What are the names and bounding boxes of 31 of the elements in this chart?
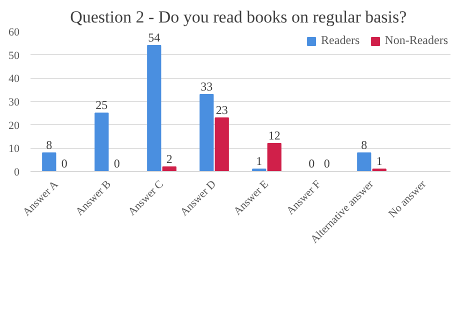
data-label: 0 — [324, 156, 330, 170]
data-label: 12 — [268, 128, 280, 142]
data-label: 54 — [148, 30, 160, 44]
y-tick-label: 10 — [8, 143, 20, 156]
data-label: 1 — [376, 154, 382, 168]
data-label: 23 — [216, 102, 228, 117]
data-label: 8 — [361, 138, 368, 152]
bar — [42, 152, 56, 172]
data-label: 25 — [96, 98, 108, 112]
bar — [147, 45, 162, 172]
y-tick-label: 20 — [8, 120, 20, 132]
data-label: 2 — [166, 152, 172, 166]
legend-label: Readers — [321, 33, 360, 48]
bar — [267, 143, 282, 172]
bar — [214, 117, 229, 172]
chart-title: Question 2 - Do you read books on regular basis? — [70, 8, 407, 26]
data-label: 1 — [256, 154, 262, 168]
data-label: 0 — [61, 156, 68, 170]
data-label: 33 — [200, 80, 213, 94]
y-tick-label: 0 — [14, 166, 20, 178]
data-label: 8 — [46, 138, 52, 152]
y-tick-label: 30 — [8, 96, 20, 108]
y-tick-label: 50 — [8, 50, 20, 62]
y-tick-label: 40 — [8, 73, 20, 86]
bar — [357, 152, 372, 172]
data-label: 0 — [114, 156, 120, 170]
bar — [94, 112, 109, 172]
data-label: 0 — [308, 156, 315, 170]
legend-label: Non-Readers — [384, 33, 448, 48]
y-tick-label: 60 — [8, 26, 20, 38]
bar — [200, 94, 214, 172]
